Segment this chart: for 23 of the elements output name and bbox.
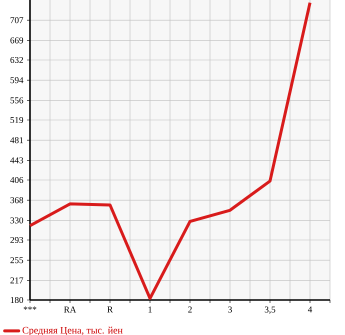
y-tick-label: 330 bbox=[10, 217, 24, 224]
y-tick-label: 669 bbox=[10, 37, 24, 44]
y-tick-label: 443 bbox=[10, 157, 24, 164]
x-tick-label: 3 bbox=[228, 306, 232, 313]
y-tick-label: 707 bbox=[10, 17, 24, 24]
y-tick-label: 519 bbox=[10, 116, 24, 124]
y-tick-label: 255 bbox=[10, 257, 24, 264]
y-tick-label: 217 bbox=[10, 277, 24, 284]
x-tick-label: 2 bbox=[188, 306, 192, 312]
y-tick-label: 481 bbox=[10, 137, 23, 144]
y-tick-label: 180 bbox=[10, 296, 24, 304]
y-tick-label: 594 bbox=[10, 77, 24, 84]
x-tick-label: RA bbox=[64, 306, 76, 312]
y-tick-label: 293 bbox=[10, 236, 24, 244]
x-tick-label: 4 bbox=[308, 306, 312, 312]
x-tick-label: *** bbox=[24, 306, 36, 310]
y-tick-label: 632 bbox=[10, 56, 23, 64]
x-tick-label: R bbox=[107, 306, 113, 312]
y-tick-label: 406 bbox=[10, 176, 24, 184]
y-tick-label: 368 bbox=[10, 197, 24, 204]
x-tick-label: 1 bbox=[148, 306, 152, 312]
x-tick-label: 3,5 bbox=[264, 306, 276, 314]
y-tick-label: 556 bbox=[10, 97, 24, 104]
